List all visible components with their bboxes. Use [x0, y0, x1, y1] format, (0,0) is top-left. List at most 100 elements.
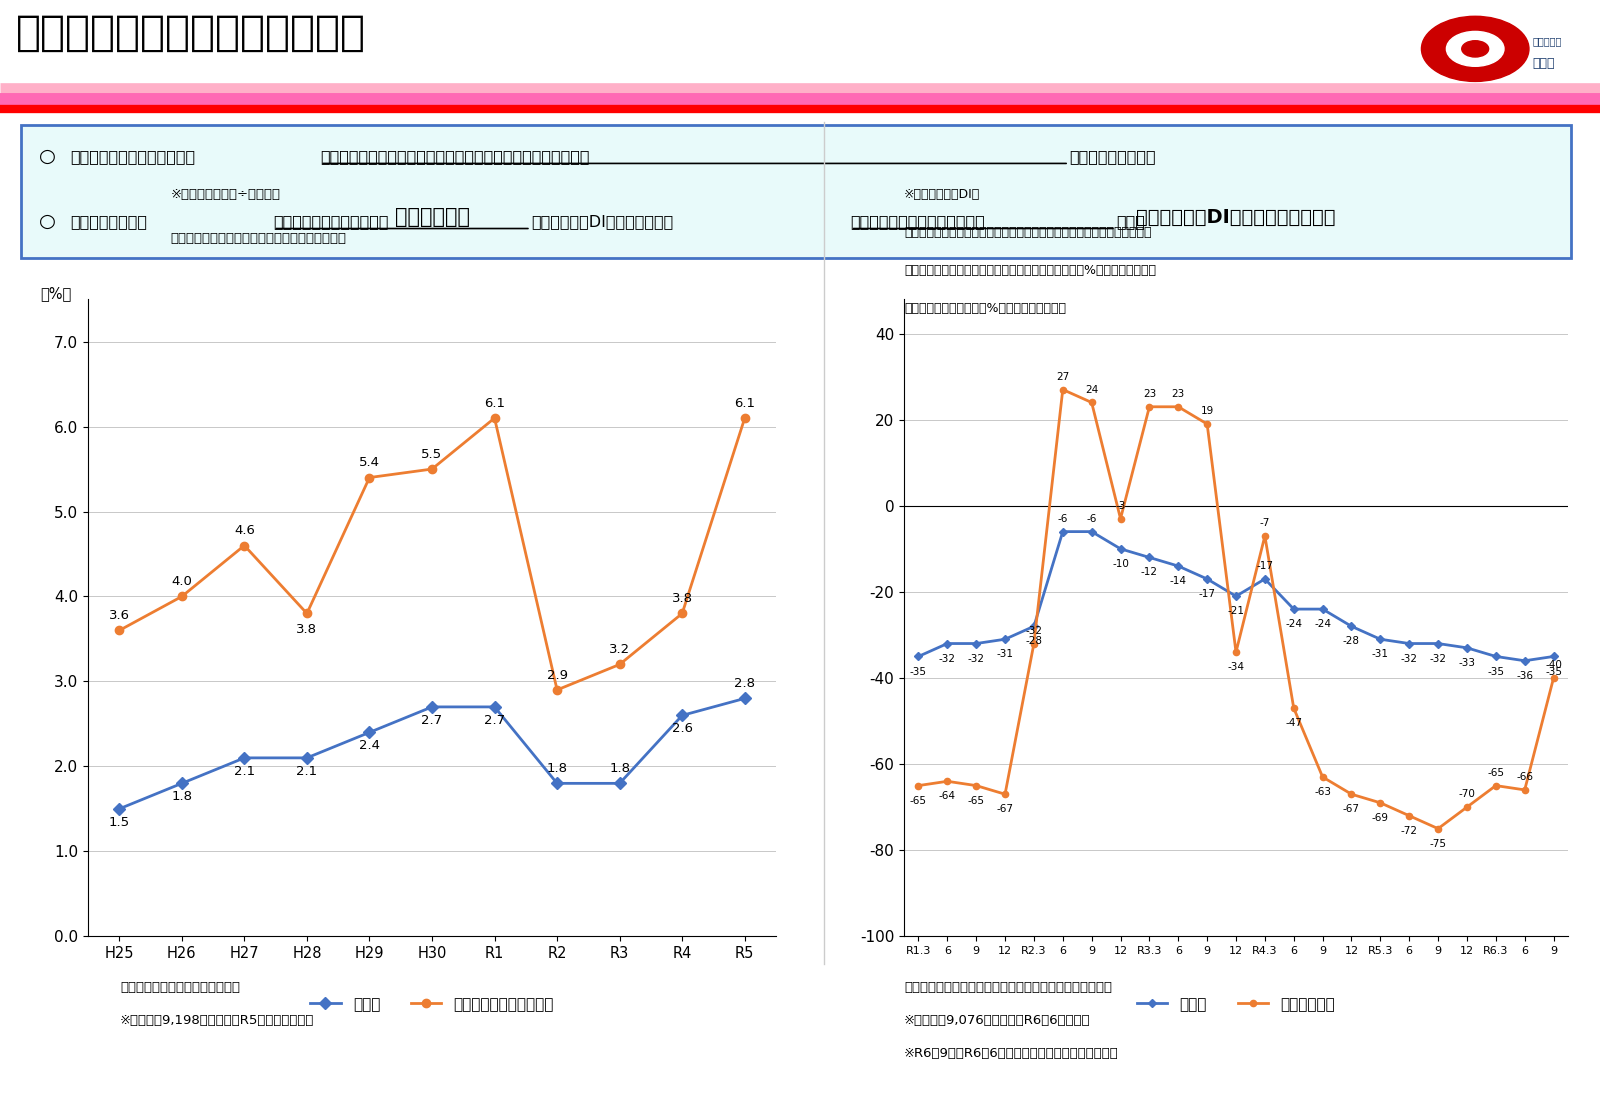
宿泊・飲食業 — [1458, 800, 1477, 813]
全産業 — [1458, 642, 1477, 655]
Circle shape — [1462, 41, 1488, 57]
宿泊・飲食業 — [1024, 637, 1043, 650]
Text: -32: -32 — [1429, 654, 1446, 664]
Text: 4.6: 4.6 — [234, 524, 254, 537]
宿泊・飲食業 — [995, 788, 1014, 801]
全産業 — [610, 777, 629, 790]
宿泊業，飲食サービス業 — [173, 589, 192, 603]
Text: -67: -67 — [1342, 804, 1360, 814]
Line: 宿泊・飲食業: 宿泊・飲食業 — [915, 387, 1557, 832]
Text: -33: -33 — [1459, 658, 1475, 668]
宿泊業，飲食サービス業 — [360, 471, 379, 484]
宿泊・飲食業 — [1515, 783, 1534, 797]
Text: -21: -21 — [1227, 606, 1245, 616]
Legend: 全産業, 宿泊業，飲食サービス業: 全産業, 宿泊業，飲食サービス業 — [304, 991, 560, 1018]
宿泊業，飲食サービス業 — [734, 411, 754, 424]
全産業 — [173, 777, 192, 790]
Text: -28: -28 — [1342, 636, 1360, 646]
Text: ※全業種で9,076者が回答（R6年6月調査）: ※全業種で9,076者が回答（R6年6月調査） — [904, 1014, 1091, 1027]
Text: -72: -72 — [1400, 825, 1418, 835]
Text: （各年６月末日現在の求人数・従業員数で算出）: （各年６月末日現在の求人数・従業員数で算出） — [171, 233, 347, 245]
Text: 4.0: 4.0 — [171, 575, 192, 588]
Text: 19: 19 — [1200, 407, 1214, 417]
Text: 1.5: 1.5 — [109, 815, 130, 829]
Text: -7: -7 — [1259, 519, 1270, 529]
Text: -24: -24 — [1285, 619, 1302, 629]
Text: -32: -32 — [1400, 654, 1418, 664]
Text: 2.1: 2.1 — [296, 765, 317, 778]
Text: -17: -17 — [1256, 562, 1274, 572]
宿泊・飲食業 — [1139, 400, 1158, 413]
全産業 — [938, 637, 957, 650]
全産業 — [1082, 525, 1101, 538]
Text: -35: -35 — [1488, 667, 1504, 677]
Text: -3: -3 — [1115, 501, 1126, 511]
Text: 5.5: 5.5 — [421, 448, 443, 461]
Text: 2.4: 2.4 — [358, 739, 379, 752]
宿泊業，飲食サービス業 — [235, 538, 254, 552]
Text: -35: -35 — [1546, 667, 1562, 677]
Text: 3.8: 3.8 — [672, 593, 693, 605]
全産業 — [1053, 525, 1072, 538]
Text: -66: -66 — [1517, 772, 1533, 782]
Title: 雇用人員判断DI（日銀短観）の推移: 雇用人員判断DI（日銀短観）の推移 — [1136, 208, 1336, 227]
Text: -12: -12 — [1141, 567, 1158, 577]
Text: -34: -34 — [1227, 663, 1245, 673]
Text: -40: -40 — [1546, 660, 1562, 670]
Text: 6.1: 6.1 — [485, 397, 506, 410]
宿泊・飲食業 — [1314, 770, 1333, 783]
全産業 — [734, 691, 754, 705]
Line: 全産業: 全産業 — [915, 529, 1557, 664]
全産業 — [1110, 542, 1130, 555]
宿泊・飲食業 — [1226, 646, 1245, 659]
全産業 — [1024, 619, 1043, 633]
宿泊業，飲食サービス業 — [672, 607, 691, 620]
宿泊業，飲食サービス業 — [422, 462, 442, 475]
Text: 1.8: 1.8 — [171, 790, 192, 803]
全産業 — [1544, 649, 1563, 663]
Text: 宿泊業における人手不足の状況: 宿泊業における人手不足の状況 — [16, 11, 366, 53]
Text: 状況。: 状況。 — [1115, 214, 1144, 229]
Text: 3.2: 3.2 — [610, 644, 630, 656]
全産業 — [1371, 633, 1390, 646]
宿泊業，飲食サービス業 — [110, 624, 130, 637]
宿泊・飲食業 — [1400, 809, 1419, 822]
Text: 23: 23 — [1142, 389, 1157, 399]
Text: 23: 23 — [1171, 389, 1186, 399]
全産業 — [298, 751, 317, 765]
Text: れかを回答させ、【「過剰」と回答した者の構成比（%）】－【「不足」: れかを回答させ、【「過剰」と回答した者の構成比（%）】－【「不足」 — [904, 264, 1155, 277]
Text: 2.9: 2.9 — [547, 669, 568, 681]
全産業 — [1197, 573, 1216, 586]
Text: 2.7: 2.7 — [421, 714, 443, 727]
Text: -47: -47 — [1285, 718, 1302, 728]
Text: 3.8: 3.8 — [296, 623, 317, 636]
Text: 2.8: 2.8 — [734, 677, 755, 690]
Text: 雇用人員の過不足について、各者に「過剰」、「適正」、「不足」のいず: 雇用人員の過不足について、各者に「過剰」、「適正」、「不足」のいず — [904, 226, 1152, 239]
Text: ○: ○ — [40, 212, 56, 232]
全産業 — [1314, 603, 1333, 616]
宿泊・飲食業 — [1544, 671, 1563, 685]
Text: 日本銀行「全国企業短期経済観測調査」（日銀短観）より: 日本銀行「全国企業短期経済観測調査」（日銀短観）より — [904, 981, 1112, 994]
Text: -32: -32 — [968, 654, 984, 664]
全産業 — [1285, 603, 1304, 616]
Text: -63: -63 — [1314, 787, 1331, 797]
全産業 — [422, 700, 442, 714]
宿泊・飲食業 — [1082, 396, 1101, 409]
宿泊・飲食業 — [938, 774, 957, 788]
全産業 — [1400, 637, 1419, 650]
Text: 人手不足感が高まってきている: 人手不足感が高まってきている — [851, 214, 986, 229]
Text: -28: -28 — [1026, 636, 1043, 646]
全産業 — [1226, 589, 1245, 603]
宿泊・飲食業 — [1486, 779, 1506, 792]
Text: -24: -24 — [1314, 619, 1331, 629]
Circle shape — [1421, 17, 1530, 82]
Circle shape — [1446, 31, 1504, 66]
全産業 — [1515, 654, 1534, 667]
Text: 観光庁: 観光庁 — [1533, 58, 1555, 71]
宿泊・飲食業 — [1429, 822, 1448, 835]
Text: 5.4: 5.4 — [358, 456, 379, 470]
Text: 他業種と比較して欠員率が高く、構造的な課題として人手不足: 他業種と比較して欠員率が高く、構造的な課題として人手不足 — [320, 148, 590, 164]
Text: 厚生労働省「雇用動向調査」より: 厚生労働省「雇用動向調査」より — [120, 981, 240, 994]
Text: 1.8: 1.8 — [610, 762, 630, 776]
Text: -17: -17 — [1198, 589, 1216, 599]
